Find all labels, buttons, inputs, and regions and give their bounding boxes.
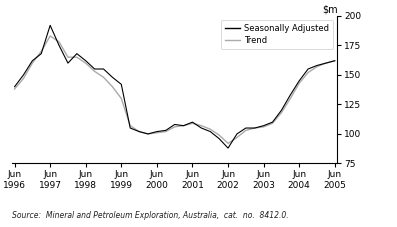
Text: Source:  Mineral and Petroleum Exploration, Australia,  cat.  no.  8412.0.: Source: Mineral and Petroleum Exploratio… xyxy=(12,211,289,220)
Legend: Seasonally Adjusted, Trend: Seasonally Adjusted, Trend xyxy=(221,20,333,49)
Text: $m: $m xyxy=(322,4,337,14)
